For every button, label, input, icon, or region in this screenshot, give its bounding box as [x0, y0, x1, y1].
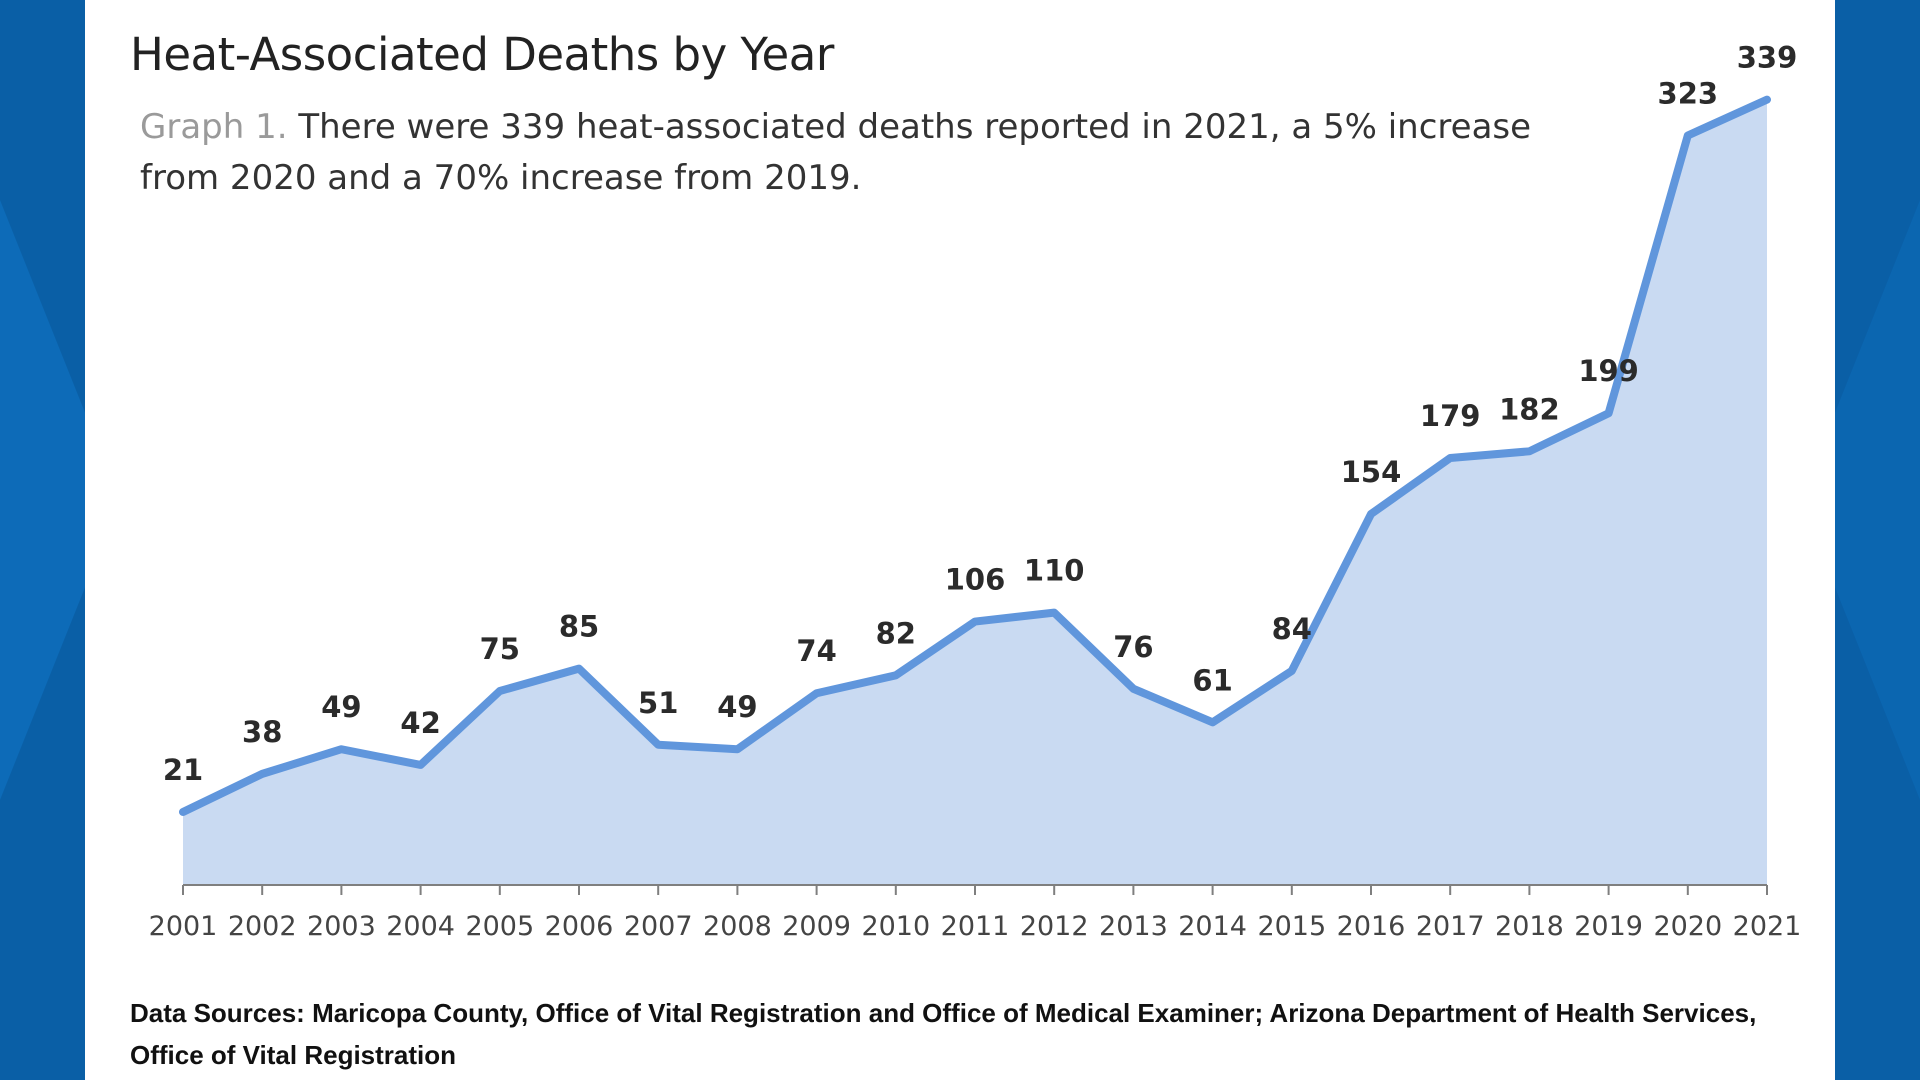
- x-tick-label: 2010: [861, 911, 930, 942]
- data-label: 21: [163, 753, 203, 787]
- data-label: 42: [400, 706, 440, 740]
- x-tick-label: 2011: [941, 911, 1010, 942]
- data-sources-note: Data Sources: Maricopa County, Office of…: [130, 998, 1757, 1070]
- chart-title: Heat-Associated Deaths by Year: [130, 28, 834, 81]
- data-label: 75: [480, 632, 520, 666]
- data-label: 85: [559, 610, 599, 644]
- data-label: 51: [638, 686, 678, 720]
- subtitle-text: There were 339 heat-associated deaths re…: [140, 107, 1532, 198]
- x-tick-label: 2001: [149, 911, 218, 942]
- data-label: 74: [796, 634, 836, 668]
- x-tick-label: 2007: [624, 911, 693, 942]
- x-tick-label: 2015: [1257, 911, 1326, 942]
- data-label: 49: [321, 690, 361, 724]
- x-tick-label: 2016: [1337, 911, 1406, 942]
- x-tick-label: 2020: [1653, 911, 1722, 942]
- x-tick-label: 2002: [228, 911, 297, 942]
- x-tick-label: 2013: [1099, 911, 1168, 942]
- chart-subtitle: Graph 1. There were 339 heat-associated …: [140, 102, 1540, 204]
- x-tick-label: 2004: [386, 911, 455, 942]
- x-tick-label: 2014: [1178, 911, 1247, 942]
- x-tick-label: 2003: [307, 911, 376, 942]
- data-label: 84: [1272, 612, 1312, 646]
- data-label: 49: [717, 690, 757, 724]
- data-label: 154: [1341, 455, 1402, 489]
- data-label: 323: [1658, 76, 1719, 110]
- area-chart: 2001 2002 2003 2004 2005 2006 2007 2008 2009 2010…: [149, 41, 1802, 942]
- data-label: 179: [1420, 399, 1481, 433]
- slide-panel: Heat-Associated Deaths by Year Graph 1. …: [85, 0, 1835, 1080]
- x-tick-label: 2008: [703, 911, 772, 942]
- x-tick-label: 2012: [1020, 911, 1089, 942]
- data-label: 110: [1024, 554, 1085, 588]
- data-label: 61: [1192, 663, 1232, 697]
- data-label: 199: [1578, 354, 1639, 388]
- x-tick-label: 2019: [1574, 911, 1643, 942]
- data-label: 82: [876, 616, 916, 650]
- x-tick-label: 2006: [545, 911, 614, 942]
- data-label: 76: [1113, 630, 1153, 664]
- data-label: 339: [1737, 41, 1798, 75]
- series-area: [183, 99, 1767, 885]
- data-label: 106: [945, 563, 1006, 597]
- data-label: 38: [242, 715, 282, 749]
- x-tick-label: 2021: [1733, 911, 1802, 942]
- x-tick-label: 2009: [782, 911, 851, 942]
- x-tick-label: 2017: [1416, 911, 1485, 942]
- graph-number: Graph 1.: [140, 107, 288, 147]
- x-tick-label: 2018: [1495, 911, 1564, 942]
- data-label: 182: [1499, 392, 1560, 426]
- series-line: [179, 95, 1771, 816]
- x-tick-label: 2005: [465, 911, 534, 942]
